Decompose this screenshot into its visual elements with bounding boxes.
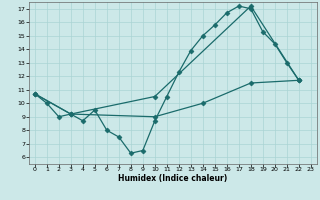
X-axis label: Humidex (Indice chaleur): Humidex (Indice chaleur)	[118, 174, 228, 183]
